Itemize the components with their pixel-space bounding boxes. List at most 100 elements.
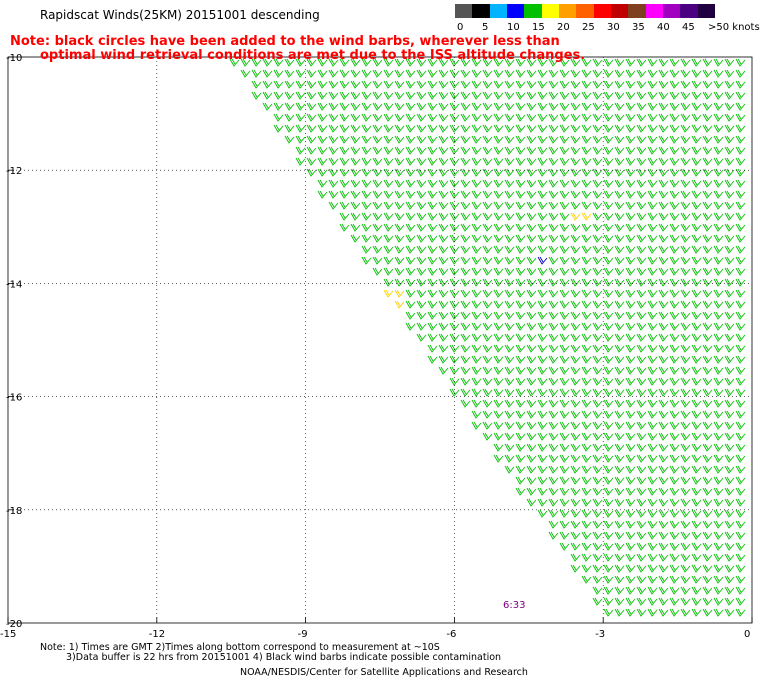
wind-barb xyxy=(504,146,515,155)
wind-barb xyxy=(702,355,713,364)
wind-barb xyxy=(350,135,361,144)
wind-barb xyxy=(405,223,416,232)
wind-barb xyxy=(592,443,603,452)
wind-barb xyxy=(581,333,592,342)
wind-barb xyxy=(515,69,526,78)
wind-barb xyxy=(669,69,680,78)
wind-barb xyxy=(460,366,471,375)
wind-barb xyxy=(471,366,482,375)
wind-barb xyxy=(416,157,427,166)
wind-barb xyxy=(570,355,581,364)
wind-barb xyxy=(625,377,636,386)
wind-barb xyxy=(603,443,614,452)
wind-barb xyxy=(713,190,724,199)
wind-barb xyxy=(636,278,647,287)
wind-barb xyxy=(614,124,625,133)
wind-barb xyxy=(724,223,735,232)
wind-barb xyxy=(669,509,680,518)
wind-barb xyxy=(636,201,647,210)
wind-barb xyxy=(405,212,416,221)
wind-barb xyxy=(449,311,460,320)
wind-barb xyxy=(570,135,581,144)
wind-barb xyxy=(559,366,570,375)
wind-barb xyxy=(295,69,306,78)
wind-barb xyxy=(603,355,614,364)
wind-barb xyxy=(493,421,504,430)
wind-barb xyxy=(460,69,471,78)
wind-barb xyxy=(636,157,647,166)
wind-barb xyxy=(559,410,570,419)
wind-barb xyxy=(658,465,669,474)
wind-barb xyxy=(614,487,625,496)
wind-barb xyxy=(713,586,724,595)
wind-barb xyxy=(691,69,702,78)
wind-barb xyxy=(691,443,702,452)
wind-barb xyxy=(394,223,405,232)
wind-barb xyxy=(449,124,460,133)
wind-barb xyxy=(724,124,735,133)
wind-barb xyxy=(603,476,614,485)
wind-barb xyxy=(647,80,658,89)
wind-barb xyxy=(636,498,647,507)
wind-barb xyxy=(614,157,625,166)
wind-barb xyxy=(735,377,746,386)
wind-barb xyxy=(515,190,526,199)
wind-barb xyxy=(504,355,515,364)
wind-barb xyxy=(449,245,460,254)
wind-barb xyxy=(515,333,526,342)
wind-barb xyxy=(592,256,603,265)
wind-barb xyxy=(581,69,592,78)
wind-barb xyxy=(504,256,515,265)
wind-barb xyxy=(713,91,724,100)
wind-barb xyxy=(504,311,515,320)
wind-barb xyxy=(680,597,691,606)
wind-barb xyxy=(306,168,317,177)
wind-barb xyxy=(526,278,537,287)
wind-barb xyxy=(702,476,713,485)
wind-barb xyxy=(482,366,493,375)
wind-barb xyxy=(493,300,504,309)
wind-barb xyxy=(449,300,460,309)
wind-barb xyxy=(460,80,471,89)
wind-barb xyxy=(625,267,636,276)
wind-barb xyxy=(559,487,570,496)
wind-barb xyxy=(724,157,735,166)
wind-barb xyxy=(614,399,625,408)
wind-barb xyxy=(691,190,702,199)
scale-swatch xyxy=(663,4,681,18)
wind-barb xyxy=(570,454,581,463)
wind-barb xyxy=(592,311,603,320)
wind-barb xyxy=(328,201,339,210)
wind-barb xyxy=(394,234,405,243)
wind-barb xyxy=(680,168,691,177)
wind-barb xyxy=(416,256,427,265)
wind-barb xyxy=(724,366,735,375)
wind-barb xyxy=(680,608,691,617)
wind-barb xyxy=(625,542,636,551)
wind-barb xyxy=(658,223,669,232)
wind-barb xyxy=(702,553,713,562)
wind-barb xyxy=(405,124,416,133)
wind-barb xyxy=(515,278,526,287)
wind-barb xyxy=(592,366,603,375)
wind-barb xyxy=(658,256,669,265)
wind-barb xyxy=(625,520,636,529)
wind-barb xyxy=(548,355,559,364)
wind-barb xyxy=(680,399,691,408)
wind-barb xyxy=(680,575,691,584)
wind-barb xyxy=(394,135,405,144)
wind-barb xyxy=(416,179,427,188)
wind-barb xyxy=(713,454,724,463)
wind-barb xyxy=(691,300,702,309)
wind-barb xyxy=(636,168,647,177)
wind-barb xyxy=(658,344,669,353)
wind-barb xyxy=(702,69,713,78)
wind-barb xyxy=(691,487,702,496)
scale-tick-label: 0 xyxy=(457,22,464,33)
wind-barb xyxy=(548,443,559,452)
wind-barb xyxy=(416,289,427,298)
wind-barb xyxy=(713,465,724,474)
wind-barb xyxy=(383,212,394,221)
wind-barb xyxy=(427,311,438,320)
wind-barb xyxy=(614,377,625,386)
